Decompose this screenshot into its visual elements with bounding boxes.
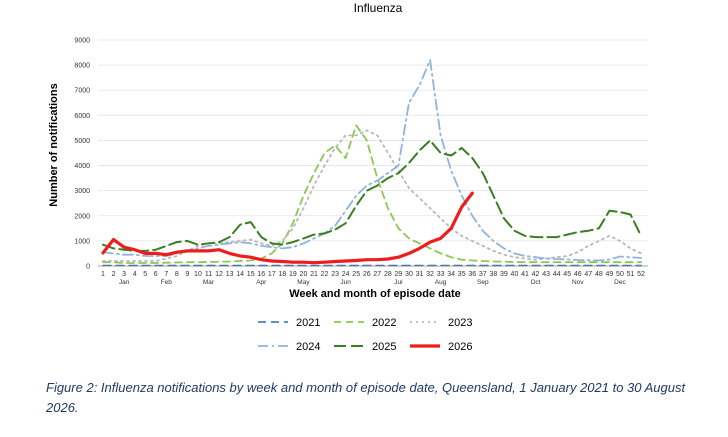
x-tick-label: 52 [637,271,645,278]
x-tick-label: 22 [321,271,329,278]
legend-label-2024: 2024 [296,341,320,353]
influenza-chart: Influenza 0 1000 2000 3000 4000 5000 6000 7000 8… [48,1,648,353]
x-tick-label: 16 [257,271,265,278]
x-tick-label: 21 [310,271,318,278]
legend-label-2025: 2025 [372,341,396,353]
x-tick-label: 31 [416,271,424,278]
x-tick-label: 25 [352,271,360,278]
y-tick-label: 4000 [74,163,90,170]
month-label: Jul [394,279,403,286]
x-tick-label: 9 [185,271,189,278]
x-tick-label: 34 [447,271,455,278]
x-tick-label: 46 [574,271,582,278]
y-tick-label: 2000 [74,213,90,220]
legend-label-2021: 2021 [296,317,320,329]
x-tick-label: 27 [373,271,381,278]
month-label: Jan [119,279,130,286]
legend: 2021 2022 2023 2024 2025 2026 [258,317,472,353]
x-tick-label: 1 [101,271,105,278]
x-tick-label: 8 [175,271,179,278]
x-tick-label: 17 [268,271,276,278]
y-tick-label: 0 [86,264,90,271]
x-tick-label: 2 [112,271,116,278]
x-tick-labels: 1 2 3 4 5 6 7 8 9 10 11 12 13 14 15 16 17 18 19 20 21 22 23 24 2… [101,271,645,278]
y-tick-label: 6000 [74,113,90,120]
x-tick-label: 14 [236,271,244,278]
figure-caption: Figure 2: Influenza notifications by wee… [46,380,686,415]
x-tick-label: 20 [300,271,308,278]
grid [98,39,648,242]
x-tick-label: 44 [553,271,561,278]
x-tick-label: 42 [532,271,540,278]
month-label: Dec [614,279,626,286]
y-tick-label: 5000 [74,138,90,145]
x-tick-label: 45 [563,271,571,278]
y-tick-label: 1000 [74,238,90,245]
x-tick-label: 32 [426,271,434,278]
x-tick-label: 6 [154,271,158,278]
month-label: Oct [530,279,540,286]
y-tick-label: 3000 [74,188,90,195]
month-label: Feb [161,279,173,286]
month-label: Sep [477,279,489,286]
month-labels: Jan Feb Mar Apr May Jun Jul Aug Sep Oct Nov Dec [119,279,627,286]
x-tick-label: 50 [616,271,624,278]
x-tick-label: 35 [458,271,466,278]
x-tick-label: 49 [606,271,614,278]
month-label: Mar [203,279,215,286]
x-axis-label: Week and month of episode date [289,288,461,300]
legend-label-2023: 2023 [448,317,472,329]
legend-label-2026: 2026 [448,341,472,353]
series-line-2025 [102,139,643,252]
y-tick-label: 8000 [74,63,90,70]
month-label: Apr [256,279,267,286]
x-tick-label: 51 [627,271,635,278]
x-tick-label: 18 [278,271,286,278]
x-tick-label: 30 [405,271,413,278]
x-tick-label: 24 [342,271,350,278]
x-tick-label: 41 [521,271,529,278]
month-label: Nov [572,279,584,286]
x-tick-label: 28 [384,271,392,278]
series-line-2023 [102,129,642,262]
x-tick-label: 11 [205,271,212,278]
month-label: Jun [340,279,351,286]
x-tick-label: 43 [542,271,550,278]
month-label: Aug [435,279,447,286]
x-tick-label: 40 [511,271,519,278]
x-tick-label: 12 [215,271,223,278]
y-tick-labels: 0 1000 2000 3000 4000 5000 6000 7000 8000 9000 [74,38,90,271]
series-line-2026 [101,191,474,265]
y-tick-label: 9000 [74,38,90,45]
x-tick-label: 47 [584,271,592,278]
x-tick-label: 36 [468,271,476,278]
x-tick-label: 26 [363,271,371,278]
x-tick-label: 23 [331,271,339,278]
month-label: May [297,279,310,286]
x-tick-label: 37 [479,271,487,278]
x-tick-label: 48 [595,271,603,278]
x-tick-label: 15 [247,271,255,278]
x-tick-label: 39 [500,271,508,278]
x-tick-label: 10 [194,271,202,278]
series-lines [101,59,643,267]
series-line-2022 [102,124,642,264]
legend-label-2022: 2022 [372,317,396,329]
x-tick-label: 29 [395,271,403,278]
x-tick-label: 38 [489,271,497,278]
x-tick-label: 3 [122,271,126,278]
x-tick-label: 4 [133,271,137,278]
x-tick-label: 13 [226,271,234,278]
x-tick-label: 5 [143,271,147,278]
x-tick-label: 19 [289,271,297,278]
x-tick-label: 7 [164,271,168,278]
y-axis-label: Number of notifications [48,83,60,206]
y-tick-label: 7000 [74,88,90,95]
x-tick-label: 33 [437,271,445,278]
chart-title: Influenza [354,1,403,15]
